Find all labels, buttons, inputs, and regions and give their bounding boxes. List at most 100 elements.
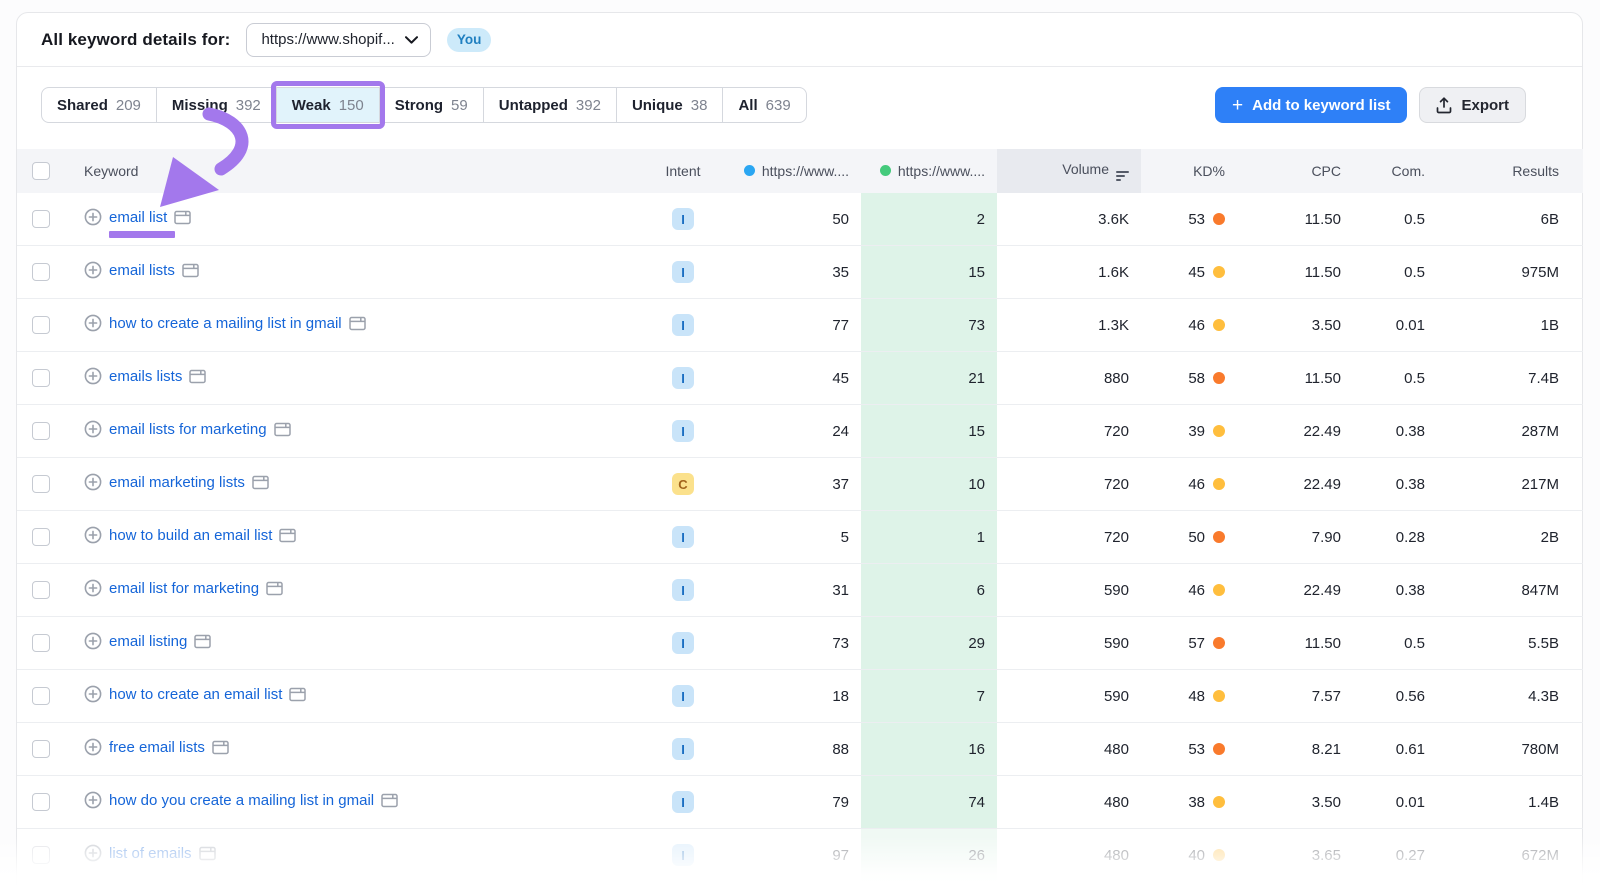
column-header-keyword[interactable]: Keyword [65,149,643,193]
column-header-intent[interactable]: Intent [643,149,723,193]
results-cell: 287M [1437,404,1583,458]
volume-cell: 720 [997,404,1141,458]
plus-icon: + [1232,94,1244,116]
column-header-cpc[interactable]: CPC [1237,149,1353,193]
expand-plus-icon[interactable] [84,367,102,385]
add-to-keyword-list-button[interactable]: + Add to keyword list [1215,87,1408,123]
column-header-com[interactable]: Com. [1353,149,1437,193]
kd-difficulty-dot [1213,266,1225,278]
com-cell: 0.5 [1353,616,1437,670]
row-checkbox[interactable] [32,687,50,706]
column-header-volume[interactable]: Volume [997,149,1141,193]
expand-plus-icon[interactable] [84,844,102,862]
filter-tab-count: 209 [115,96,141,114]
row-checkbox[interactable] [32,210,50,229]
keyword-link[interactable]: how do you create a mailing list in gmai… [109,791,375,809]
serp-features-icon[interactable] [212,740,229,755]
row-checkbox[interactable] [32,263,50,282]
intent-badge: I [672,526,694,548]
expand-plus-icon[interactable] [84,314,102,332]
expand-plus-icon[interactable] [84,526,102,544]
column-header-kd[interactable]: KD% [1141,149,1237,193]
kd-difficulty-dot [1213,478,1225,490]
expand-plus-icon[interactable] [84,473,102,491]
filter-tab[interactable]: Untapped 392 [484,88,617,122]
keyword-link[interactable]: email marketing lists [109,473,245,491]
table-row: email lists for marketing I 24 15 720 39… [17,404,1583,458]
column-header-competitor-site[interactable]: https://www.... [861,149,997,193]
kd-value: 45 [1188,263,1205,281]
column-header-you-site[interactable]: https://www.... [723,149,861,193]
expand-plus-icon[interactable] [84,685,102,703]
filter-tab[interactable]: Shared 209 [42,88,157,122]
filter-tab-label: All [738,96,758,114]
row-checkbox[interactable] [32,422,50,441]
keyword-link[interactable]: email list [109,208,168,226]
keyword-link[interactable]: free email lists [109,738,205,756]
serp-features-icon[interactable] [289,687,307,702]
serp-features-icon[interactable] [189,369,207,384]
expand-plus-icon[interactable] [84,579,102,597]
serp-features-icon[interactable] [198,846,216,861]
keyword-link[interactable]: emails lists [109,367,183,385]
export-label: Export [1461,96,1509,114]
keyword-link[interactable]: list of emails [109,844,192,862]
serp-features-icon[interactable] [348,316,366,331]
expand-plus-icon[interactable] [84,208,102,226]
serp-features-icon[interactable] [266,581,283,596]
results-cell: 1B [1437,298,1583,352]
expand-plus-icon[interactable] [84,261,102,279]
kd-cell: 53 [1141,193,1237,246]
toolbar-buttons: + Add to keyword list Export [1215,87,1526,123]
export-button[interactable]: Export [1419,87,1526,123]
serp-features-icon[interactable] [182,263,199,278]
filter-tab[interactable]: All 639 [723,88,805,122]
filter-tab[interactable]: Weak 150 [270,81,385,129]
serp-features-icon[interactable] [252,475,269,490]
filter-tab[interactable]: Missing 392 [157,88,277,122]
keyword-link[interactable]: how to create an email list [109,685,283,703]
column-header-results[interactable]: Results [1437,149,1583,193]
serp-features-icon[interactable] [174,210,192,225]
you-badge: You [446,27,492,52]
row-checkbox[interactable] [32,846,50,865]
domain-selector[interactable]: https://www.shopif... [246,22,431,57]
serp-features-icon[interactable] [273,422,291,437]
row-checkbox[interactable] [32,740,50,759]
kd-difficulty-dot [1213,425,1225,437]
table-row: emails lists I 45 21 880 58 11.50 0.5 7.… [17,351,1583,405]
select-all-checkbox[interactable] [32,162,50,181]
kd-cell: 46 [1141,457,1237,511]
expand-plus-icon[interactable] [84,632,102,650]
table-row: email marketing lists C 37 10 720 46 22.… [17,457,1583,511]
keyword-link[interactable]: how to build an email list [109,526,273,544]
serp-features-icon[interactable] [279,528,297,543]
table-row: email listing I 73 29 590 57 11.50 0.5 5… [17,616,1583,670]
row-checkbox[interactable] [32,634,50,653]
competitor-position-cell: 74 [861,775,997,829]
keyword-link[interactable]: how to create a mailing list in gmail [109,314,342,332]
table-row: how do you create a mailing list in gmai… [17,775,1583,829]
keyword-link[interactable]: email lists [109,261,175,279]
expand-plus-icon[interactable] [84,420,102,438]
kd-value: 46 [1188,581,1205,599]
row-checkbox[interactable] [32,581,50,600]
keyword-link[interactable]: email list for marketing [109,579,260,597]
serp-features-icon[interactable] [194,634,212,649]
filter-tab[interactable]: Strong 59 [380,88,484,122]
keyword-link[interactable]: email listing [109,632,188,650]
results-cell: 672M [1437,828,1583,881]
row-checkbox[interactable] [32,369,50,388]
serp-features-icon[interactable] [381,793,398,808]
expand-plus-icon[interactable] [84,738,102,756]
row-checkbox[interactable] [32,316,50,335]
kd-value: 40 [1188,846,1205,864]
filter-tab[interactable]: Unique 38 [617,88,724,122]
row-checkbox[interactable] [32,793,50,812]
row-checkbox[interactable] [32,528,50,547]
your-position-cell: 88 [723,722,861,776]
expand-plus-icon[interactable] [84,791,102,809]
row-checkbox[interactable] [32,475,50,494]
your-position-cell: 31 [723,563,861,617]
keyword-link[interactable]: email lists for marketing [109,420,267,438]
